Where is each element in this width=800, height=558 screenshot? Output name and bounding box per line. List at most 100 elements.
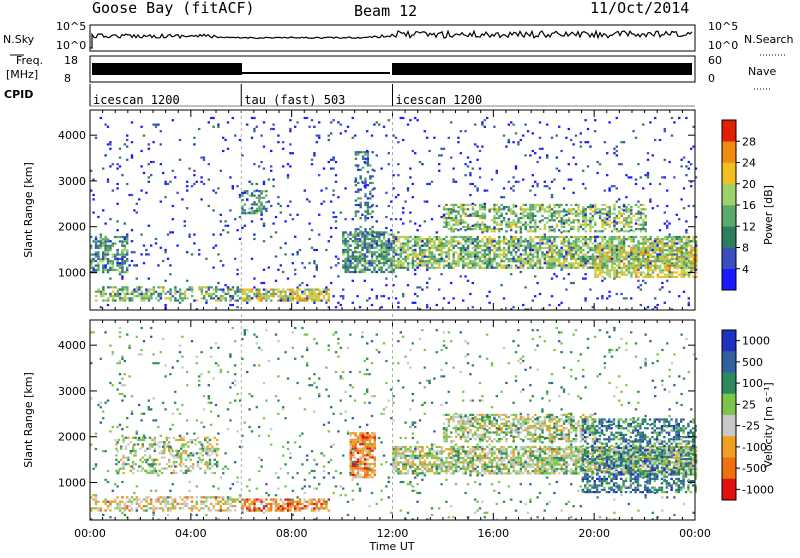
heatmap-cell	[400, 256, 402, 258]
heatmap-cell	[573, 247, 575, 249]
heatmap-cell	[102, 286, 104, 288]
heatmap-cell	[169, 496, 171, 498]
heatmap-cell	[585, 260, 587, 262]
heatmap-cell	[316, 293, 318, 295]
heatmap-cell	[678, 295, 680, 297]
heatmap-cell	[397, 240, 399, 242]
cpid-segment-label: icescan 1200	[93, 93, 180, 107]
heatmap-cell	[587, 247, 589, 249]
heatmap-cell	[465, 258, 467, 260]
heatmap-cell	[455, 265, 457, 267]
heatmap-cell	[534, 230, 536, 232]
heatmap-cell	[277, 510, 279, 512]
heatmap-cell	[241, 195, 243, 197]
heatmap-cell	[630, 265, 632, 267]
heatmap-cell	[599, 236, 601, 238]
heatmap-cell	[539, 267, 541, 269]
heatmap-cell	[477, 258, 479, 260]
heatmap-cell	[152, 507, 154, 509]
heatmap-cell	[145, 249, 147, 251]
heatmap-cell	[609, 219, 611, 221]
heatmap-cell	[525, 210, 527, 212]
heatmap-cell	[376, 258, 378, 260]
heatmap-cell	[642, 271, 644, 273]
heatmap-cell	[486, 260, 488, 262]
heatmap-cell	[260, 295, 262, 297]
heatmap-cell	[551, 260, 553, 262]
heatmap-cell	[510, 254, 512, 256]
heatmap-cell	[568, 210, 570, 212]
heatmap-cell	[565, 210, 567, 212]
heatmap-cell	[364, 240, 366, 242]
heatmap-cell	[510, 121, 512, 123]
heatmap-cell	[376, 205, 378, 207]
heatmap-cell	[143, 299, 145, 301]
heatmap-cell	[551, 240, 553, 242]
heatmap-cell	[342, 240, 344, 242]
heatmap-cell	[666, 227, 668, 229]
heatmap-cell	[628, 204, 630, 206]
heatmap-cell	[116, 249, 118, 251]
heatmap-cell	[505, 256, 507, 258]
heatmap-cell	[179, 297, 181, 299]
heatmap-cell	[671, 236, 673, 238]
heatmap-cell	[474, 185, 476, 187]
heatmap-cell	[429, 238, 431, 240]
heatmap-cell	[299, 503, 301, 505]
heatmap-cell	[565, 264, 567, 266]
heatmap-cell	[649, 183, 651, 185]
heatmap-cell	[585, 265, 587, 267]
heatmap-cell	[661, 269, 663, 271]
heatmap-cell	[153, 288, 155, 290]
heatmap-cell	[678, 218, 680, 220]
heatmap-cell	[556, 258, 558, 260]
heatmap-cell	[360, 175, 362, 177]
heatmap-cell	[222, 150, 224, 152]
heatmap-cell	[388, 152, 390, 154]
heatmap-cell	[184, 291, 186, 293]
heatmap-cell	[601, 276, 603, 278]
heatmap-cell	[678, 240, 680, 242]
heatmap-cell	[97, 269, 99, 271]
heatmap-cell	[572, 143, 574, 145]
heatmap-cell	[489, 265, 491, 267]
heatmap-cell	[121, 496, 123, 498]
heatmap-cell	[515, 165, 517, 167]
heatmap-cell	[673, 267, 675, 269]
heatmap-cell	[448, 228, 450, 230]
heatmap-cell	[109, 286, 111, 288]
heatmap-cell	[613, 247, 615, 249]
heatmap-cell	[367, 208, 369, 210]
heatmap-cell	[498, 249, 500, 251]
heatmap-cell	[140, 507, 142, 509]
heatmap-cell	[402, 293, 404, 295]
heatmap-cell	[659, 260, 661, 262]
heatmap-cell	[426, 201, 428, 203]
heatmap-cell	[172, 505, 174, 507]
heatmap-cell	[498, 247, 500, 249]
heatmap-cell	[253, 286, 255, 288]
heatmap-cell	[409, 212, 411, 214]
heatmap-cell	[472, 251, 474, 253]
heatmap-cell	[311, 503, 313, 505]
heatmap-cell	[210, 295, 212, 297]
heatmap-cell	[508, 264, 510, 266]
heatmap-cell	[565, 219, 567, 221]
heatmap-cell	[124, 247, 126, 249]
heatmap-cell	[121, 243, 123, 245]
heatmap-cell	[397, 302, 399, 304]
heatmap-cell	[642, 256, 644, 258]
heatmap-cell	[493, 227, 495, 229]
heatmap-cell	[587, 260, 589, 262]
heatmap-cell	[618, 217, 620, 219]
heatmap-cell	[376, 256, 378, 258]
heatmap-cell	[109, 245, 111, 247]
heatmap-cell	[539, 247, 541, 249]
heatmap-cell	[345, 271, 347, 273]
heatmap-cell	[676, 214, 678, 216]
heatmap-cell	[402, 295, 404, 297]
heatmap-cell	[373, 262, 375, 264]
heatmap-cell	[359, 258, 361, 260]
heatmap-cell	[440, 258, 442, 260]
heatmap-cell	[645, 243, 647, 245]
